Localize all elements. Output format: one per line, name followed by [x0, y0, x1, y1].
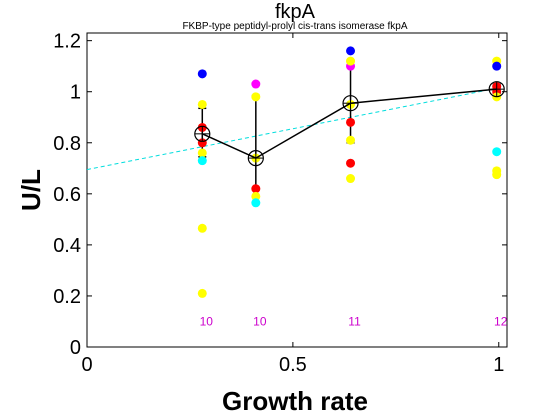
x-tick-label: 1 [493, 354, 504, 376]
sample-count-label: 11 [348, 314, 361, 328]
sample-count-label: 10 [253, 314, 267, 328]
data-point [197, 69, 207, 79]
x-tick-label: 0 [81, 354, 92, 376]
y-tick-label: 0.4 [53, 235, 81, 257]
chart-title: fkpA [275, 1, 316, 23]
data-point [346, 174, 356, 184]
data-point [251, 184, 261, 194]
y-tick-label: 1 [70, 82, 81, 104]
plot-area [86, 32, 508, 348]
y-axis-ticks: 0 0.2 0.4 0.6 0.8 1 1.2 [53, 31, 507, 359]
data-point [251, 79, 261, 89]
sample-count-label: 12 [494, 314, 508, 328]
y-axis-label: U/L [16, 169, 46, 211]
x-axis-ticks: 0 0.5 1 [81, 33, 504, 376]
data-point [492, 170, 502, 180]
data-point [197, 99, 207, 109]
data-point [346, 117, 356, 127]
y-tick-label: 0.6 [53, 184, 81, 206]
data-point [346, 158, 356, 168]
sample-count-label: 10 [200, 314, 214, 328]
data-point [251, 191, 261, 201]
data-point [251, 198, 261, 208]
y-tick-label: 0.8 [53, 133, 81, 155]
data-point [492, 61, 502, 71]
sample-counts-layer: 10 10 11 12 [200, 314, 508, 328]
y-tick-label: 1.2 [53, 31, 81, 53]
x-tick-label: 0.5 [279, 354, 307, 376]
x-axis-label: Growth rate [222, 386, 368, 416]
data-point [197, 223, 207, 233]
data-point [197, 288, 207, 298]
data-point [346, 46, 356, 56]
data-point [197, 148, 207, 158]
data-point [492, 147, 502, 157]
mean-line [201, 88, 497, 159]
data-point [197, 156, 207, 166]
data-point [346, 56, 356, 66]
data-point [251, 92, 261, 102]
chart-subtitle: FKBP-type peptidyl-prolyl cis-trans isom… [182, 21, 407, 32]
data-point [346, 135, 356, 145]
mean-line-layer [194, 81, 505, 167]
y-tick-label: 0 [70, 337, 81, 359]
y-tick-label: 0.2 [53, 286, 81, 308]
